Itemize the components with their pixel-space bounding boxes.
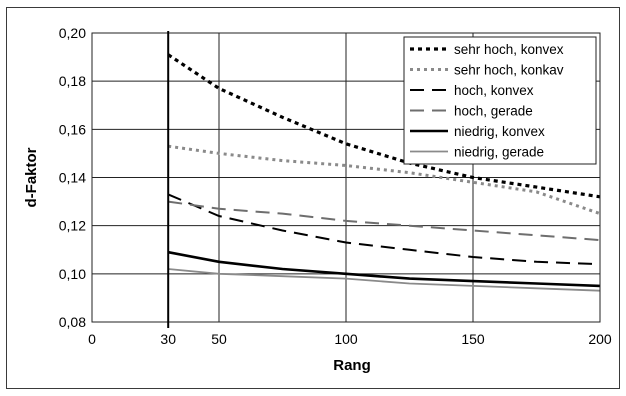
x-axis-label: Rang: [333, 357, 371, 374]
legend: sehr hoch, konvex sehr hoch, konkav hoch, …: [403, 36, 597, 165]
x-tick-label-0: 0: [88, 331, 96, 347]
y-tick-label-1: 0,10: [59, 266, 86, 282]
x-tick-label-4: 150: [461, 331, 485, 347]
y-tick-label-5: 0,18: [59, 73, 86, 89]
series-line-1: [167, 144, 601, 216]
x-tick-label-5: 200: [588, 331, 612, 347]
x-tick-label-2: 50: [211, 331, 227, 347]
series-line-4: [167, 250, 601, 288]
y-tick-label-3: 0,14: [59, 170, 86, 186]
plot-area-border: [91, 32, 601, 323]
legend-label-4: niedrig, konvex: [454, 124, 545, 139]
legend-label-1: sehr hoch, konkav: [454, 63, 564, 78]
y-tick-label-0: 0,08: [59, 314, 86, 330]
legend-box: [403, 36, 597, 165]
series-lines: [167, 53, 601, 292]
x-tick-label-3: 100: [334, 331, 358, 347]
axes: [91, 31, 601, 328]
series-line-5: [168, 268, 601, 292]
y-axis-label: d-Faktor: [23, 147, 40, 207]
legend-label-5: niedrig, gerade: [454, 145, 544, 160]
legend-label-0: sehr hoch, konvex: [454, 42, 564, 57]
y-tick-label-6: 0,20: [59, 25, 86, 41]
tick-labels: 0,08 0,10 0,12 0,14 0,16 0,18 0,20 0 30 50 100 150 2…: [59, 25, 612, 347]
legend-label-2: hoch, konvex: [454, 83, 534, 98]
y-tick-label-2: 0,12: [59, 218, 86, 234]
series-line-2: [167, 193, 601, 266]
x-tick-label-1: 30: [160, 331, 176, 347]
series-line-0: [167, 53, 601, 199]
series-line-3: [168, 200, 601, 242]
legend-label-3: hoch, gerade: [454, 104, 533, 119]
y-tick-label-4: 0,16: [59, 121, 86, 137]
